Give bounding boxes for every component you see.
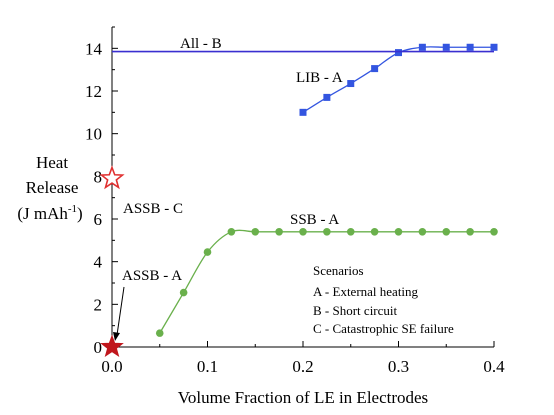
data-point <box>466 228 474 236</box>
legend-item-c: C - Catastrophic SE failure <box>313 321 454 336</box>
data-point <box>323 93 331 101</box>
x-ticks: 0.0 0.1 0.2 0.3 0.4 <box>101 341 505 376</box>
annotation-assb-a: ASSB - A <box>122 268 182 284</box>
annotation-lib-a: LIB - A <box>296 70 343 86</box>
data-point <box>490 43 498 51</box>
data-point <box>203 248 212 256</box>
y-axis-title-line-2: Release <box>26 178 79 197</box>
x-tick-label: 0.1 <box>197 357 218 376</box>
data-point <box>347 80 355 88</box>
data-point <box>418 228 427 236</box>
data-point <box>155 329 164 337</box>
data-point <box>275 228 283 236</box>
y-axis-title: Heat Release (J mAh-1) <box>17 153 82 223</box>
data-point <box>370 228 379 236</box>
y-tick-label: 4 <box>94 253 103 272</box>
y-tick-label: 12 <box>85 82 102 101</box>
y-axis-title-line-3: (J mAh-1) <box>17 203 82 223</box>
x-tick-label: 0.2 <box>292 357 313 376</box>
y-axis-title-unit: (J mAh <box>17 204 68 223</box>
y-axis-title-close: ) <box>77 204 83 223</box>
data-point <box>346 228 355 236</box>
legend: Scenarios A - External heating B - Short… <box>313 263 454 336</box>
series-lib-a <box>299 43 498 116</box>
y-tick-label: 2 <box>94 295 103 314</box>
data-point <box>418 43 426 51</box>
legend-item-b: B - Short circuit <box>313 303 398 318</box>
legend-title: Scenarios <box>313 263 364 278</box>
data-point <box>442 228 451 236</box>
data-point <box>299 108 307 116</box>
data-point <box>100 334 124 358</box>
annotation-ssb-a: SSB - A <box>290 212 339 228</box>
legend-item-a: A - External heating <box>313 284 419 299</box>
x-axis-title: Volume Fraction of LE in Electrodes <box>178 388 428 407</box>
annotation-assb-a-arrow <box>116 286 125 336</box>
data-point <box>466 43 474 51</box>
data-point <box>179 288 188 297</box>
y-tick-label: 14 <box>85 39 103 58</box>
data-point <box>442 43 450 51</box>
y-axis-title-superscript: -1 <box>68 203 77 215</box>
x-tick-label: 0.3 <box>388 357 409 376</box>
data-point <box>490 228 498 236</box>
data-point <box>251 228 260 236</box>
annotation-all-b: All - B <box>180 36 222 52</box>
x-tick-label: 0.4 <box>483 357 505 376</box>
data-point <box>371 65 379 73</box>
series-layer <box>99 43 498 358</box>
series-assb-c <box>99 165 125 190</box>
data-point <box>99 165 125 190</box>
y-tick-label: 0 <box>94 338 103 357</box>
x-tick-label: 0.0 <box>101 357 122 376</box>
y-ticks: 0 2 4 6 8 10 12 14 <box>85 26 118 357</box>
series-assb-a <box>100 334 124 358</box>
annotation-assb-a-arrowhead <box>113 332 120 341</box>
data-point <box>299 228 307 236</box>
data-point <box>395 49 402 57</box>
y-tick-label: 10 <box>85 125 102 144</box>
y-axis-title-line-1: Heat <box>36 153 68 172</box>
data-point <box>227 228 236 236</box>
series-ssb-a <box>155 228 498 337</box>
annotation-assb-c: ASSB - C <box>123 201 183 217</box>
y-tick-label: 8 <box>94 167 103 186</box>
data-point <box>394 228 403 236</box>
y-tick-label: 6 <box>94 210 103 229</box>
data-point <box>323 228 331 236</box>
